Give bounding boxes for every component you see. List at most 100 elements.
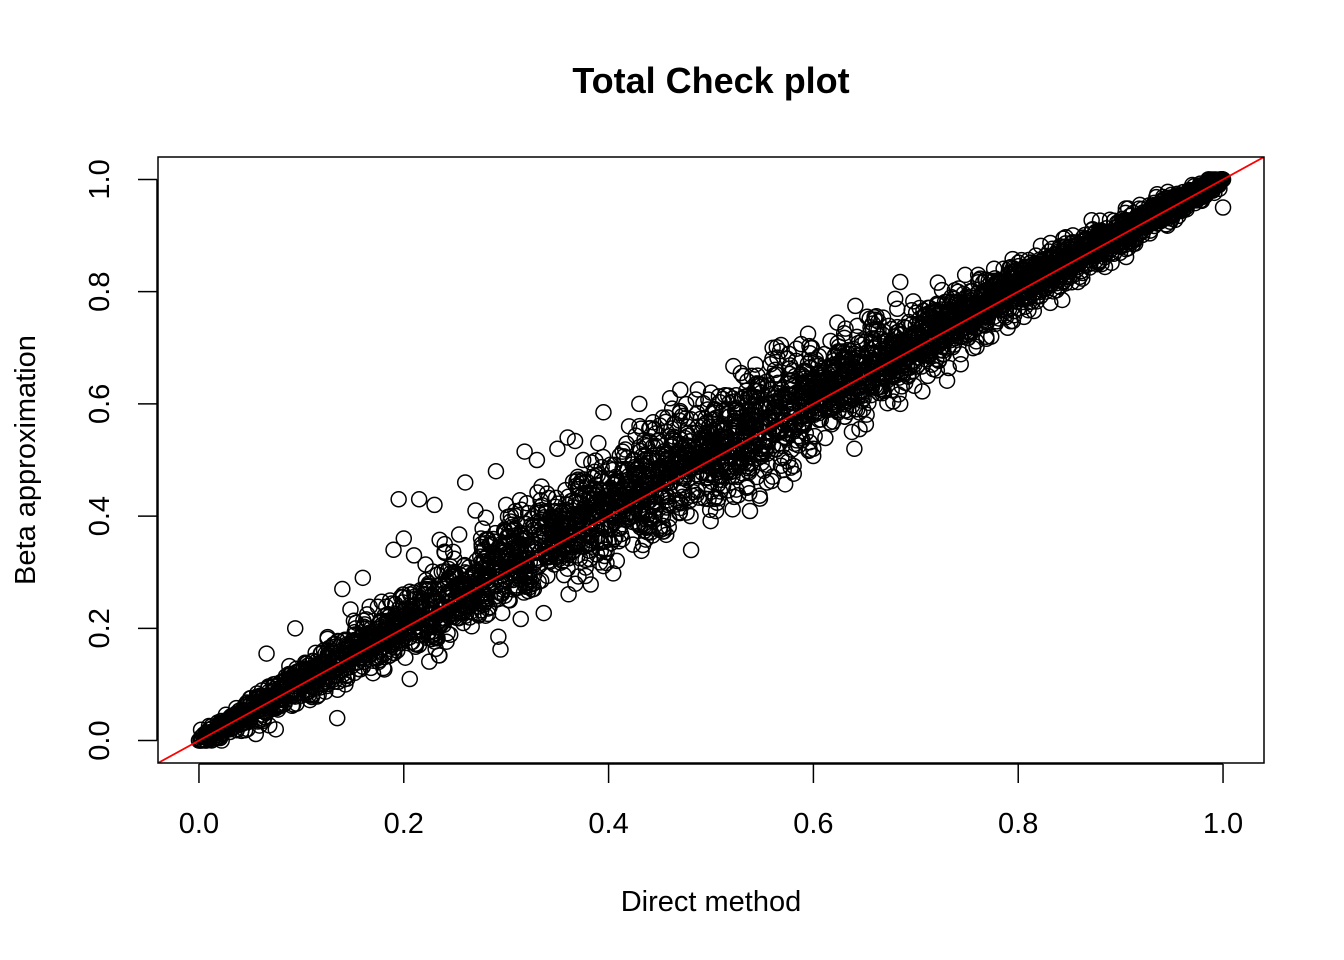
data-point (638, 467, 655, 484)
data-point (879, 369, 897, 387)
data-point (512, 610, 529, 628)
data-point (541, 553, 559, 571)
data-point (395, 530, 413, 547)
data-point (386, 644, 403, 662)
data-point (764, 350, 781, 368)
data-point (521, 553, 539, 571)
data-point (835, 324, 853, 342)
data-point (776, 398, 794, 415)
data-point (817, 429, 834, 447)
data-point (661, 390, 679, 407)
x-tick-label: 0.0 (179, 808, 219, 840)
data-point (537, 502, 555, 520)
data-point (741, 502, 759, 520)
data-point (343, 639, 360, 656)
data-point (969, 284, 986, 302)
data-point (620, 508, 638, 526)
data-point (865, 339, 882, 357)
data-point (552, 545, 569, 562)
data-point (361, 598, 378, 615)
data-point (1163, 210, 1181, 227)
data-point (654, 517, 672, 535)
data-point (754, 395, 772, 413)
data-point (595, 404, 612, 421)
y-tick-label: 1.0 (84, 159, 116, 199)
data-point (561, 530, 579, 547)
y-axis: 0.0 0.2 0.4 0.6 0.8 1.0 (84, 159, 158, 761)
data-point (801, 345, 819, 362)
data-point (737, 430, 754, 448)
data-point (907, 317, 925, 334)
data-point (252, 687, 269, 704)
data-point (486, 557, 503, 574)
data-point (419, 578, 436, 596)
data-point (1120, 222, 1137, 240)
data-point (948, 294, 966, 312)
x-tick-label: 1.0 (1203, 808, 1243, 840)
data-point (403, 602, 420, 619)
data-point (535, 604, 553, 622)
data-point (473, 535, 490, 553)
data-point (257, 704, 275, 722)
data-point (1005, 302, 1023, 320)
data-point (801, 337, 818, 355)
data-point (784, 361, 802, 379)
data-point (611, 520, 629, 537)
data-point (693, 443, 711, 460)
data-point (671, 412, 689, 429)
data-point (662, 474, 680, 491)
data-point (1063, 240, 1080, 258)
data-point (892, 273, 909, 291)
data-point (293, 687, 310, 704)
data-point (202, 725, 220, 742)
data-point (889, 300, 906, 318)
data-point (671, 504, 689, 521)
data-point (777, 429, 795, 447)
data-point (875, 382, 892, 400)
data-point (1035, 257, 1053, 274)
data-point (467, 502, 484, 519)
data-point (762, 381, 780, 398)
data-point (796, 403, 813, 420)
data-point (517, 574, 534, 591)
data-point (1043, 275, 1061, 292)
data-point (521, 576, 538, 594)
data-point (528, 451, 546, 469)
data-point (1143, 204, 1160, 222)
data-point (763, 472, 780, 490)
data-point (725, 441, 743, 458)
y-tick-label: 0.8 (84, 272, 116, 312)
data-point (1046, 245, 1063, 263)
data-point (1112, 238, 1129, 256)
data-point (1084, 240, 1102, 258)
data-point (712, 431, 729, 448)
data-point (791, 409, 808, 426)
data-point (477, 531, 495, 548)
data-point (487, 462, 505, 480)
data-point (718, 462, 735, 480)
data-point (380, 629, 397, 647)
data-point (982, 328, 1000, 345)
data-point (1192, 192, 1209, 209)
data-point (979, 300, 996, 317)
data-point (645, 507, 662, 525)
data-point (234, 706, 252, 724)
data-point (329, 632, 347, 650)
data-point (846, 440, 863, 458)
y-tick-label: 0.4 (84, 496, 116, 536)
data-point (736, 454, 753, 471)
data-point (597, 520, 615, 538)
data-point (221, 721, 238, 738)
data-point (694, 436, 712, 453)
x-tick-label: 0.6 (793, 808, 833, 840)
y-axis-label: Beta approximation (10, 335, 42, 585)
data-point (591, 481, 609, 498)
data-point (978, 328, 995, 346)
data-point (616, 478, 634, 496)
data-point (606, 487, 623, 505)
data-point (889, 318, 906, 336)
data-point (570, 568, 587, 585)
data-point (690, 445, 707, 463)
data-point (432, 576, 449, 593)
data-point (929, 274, 947, 291)
